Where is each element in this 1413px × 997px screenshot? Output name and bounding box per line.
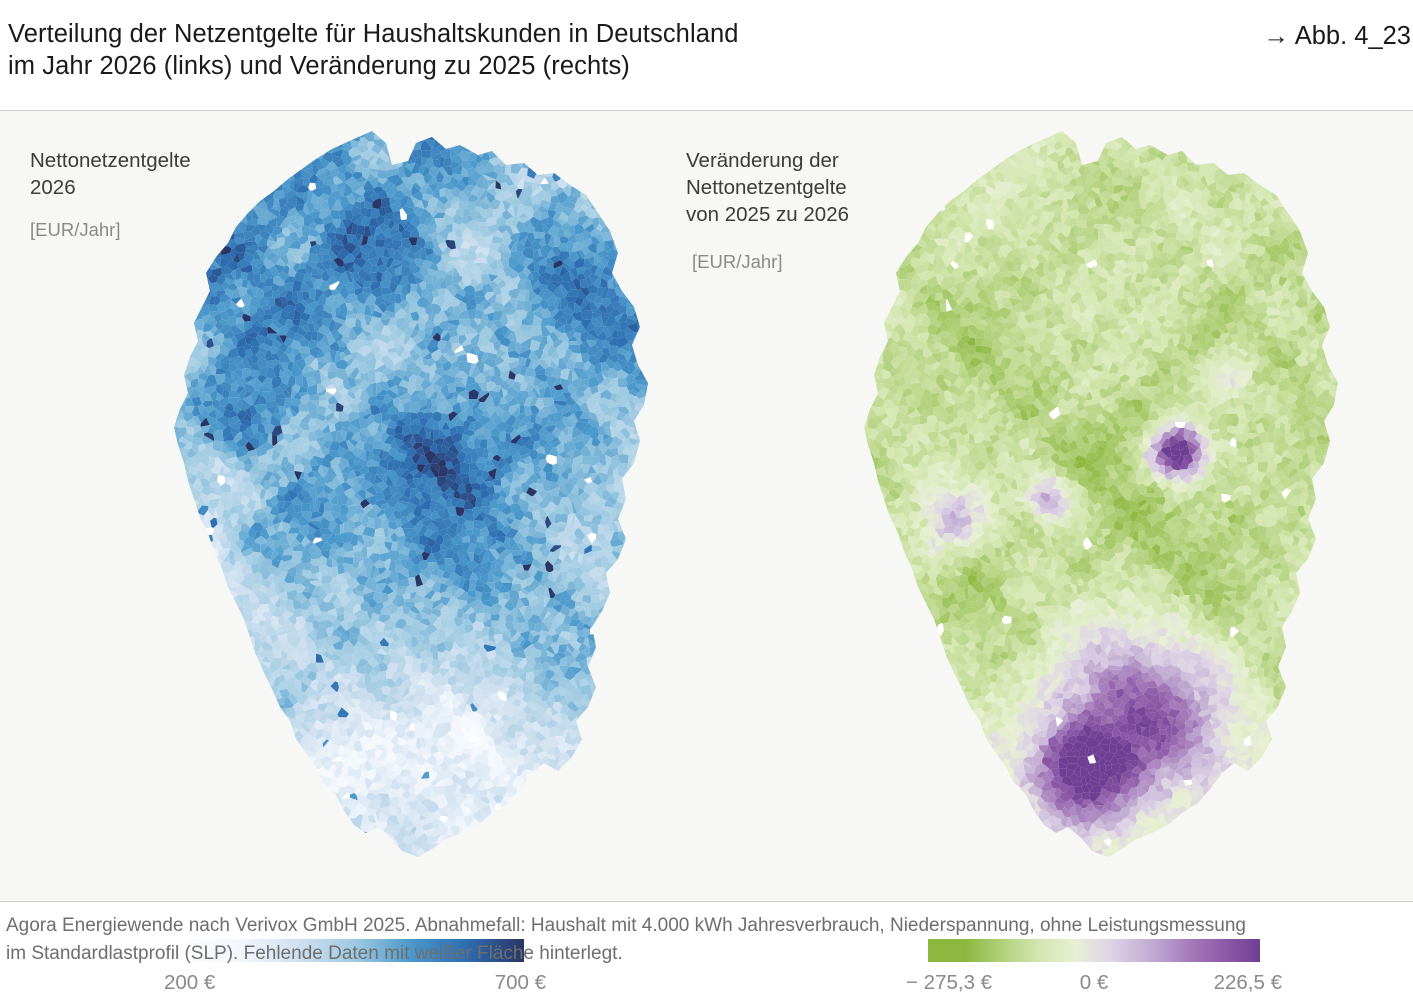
left-map-svg — [174, 131, 648, 857]
page-title-line1: Verteilung der Netzentgelte für Haushalt… — [8, 20, 739, 48]
right-map-title: Veränderung der Nettonetzentgelte von 20… — [686, 147, 849, 228]
footer-divider — [0, 901, 1413, 902]
left-map-title-line1: Nettonetzentgelte — [30, 149, 191, 172]
figure-number-label: → Abb. 4_23 — [1263, 22, 1411, 50]
colorbar-right-ticks: − 275,3 € 0 € 226,5 € — [906, 971, 1282, 997]
colorbar-right-mid-label: 0 € — [1079, 971, 1109, 994]
source-note-line1: Agora Energiewende nach Verivox GmbH 202… — [6, 915, 1246, 936]
choropleth-map-veraenderung-2025-2026[interactable] — [830, 121, 1390, 901]
colorbar-left-max-label: 700 € — [494, 971, 546, 994]
colorbar-left-ticks: 200 € 700 € — [164, 971, 546, 997]
colorbar-right-min-label: − 275,3 € — [906, 971, 993, 994]
colorbar-right-max-label: 226,5 € — [1213, 971, 1282, 994]
source-note: Agora Energiewende nach Verivox GmbH 202… — [6, 912, 1406, 968]
page-title: Verteilung der Netzentgelte für Haushalt… — [8, 18, 1088, 82]
source-note-line2: im Standardlastprofil (SLP). Fehlende Da… — [6, 943, 623, 964]
left-map-title-line2: 2026 — [30, 176, 76, 199]
header: Verteilung der Netzentgelte für Haushalt… — [0, 0, 1413, 110]
left-map-unit: [EUR/Jahr] — [30, 219, 121, 240]
right-map-svg — [864, 131, 1338, 857]
colorbar-left-min-label: 200 € — [164, 971, 216, 994]
right-map-title-line1: Veränderung der — [686, 149, 839, 172]
header-divider — [0, 110, 1413, 111]
colorbar-left — [186, 939, 524, 962]
right-map-unit: [EUR/Jahr] — [692, 251, 783, 272]
maps-panel: Nettonetzentgelte 2026 [EUR/Jahr] Veränd… — [0, 111, 1413, 994]
page-title-line2: im Jahr 2026 (links) und Veränderung zu … — [8, 52, 630, 80]
left-map-title: Nettonetzentgelte 2026 — [30, 147, 191, 201]
colorbar-right — [928, 939, 1260, 962]
right-map-title-line3: von 2025 zu 2026 — [686, 203, 849, 226]
choropleth-map-netzentgelte-2026[interactable] — [140, 121, 700, 901]
right-map-title-line2: Nettonetzentgelte — [686, 176, 847, 199]
